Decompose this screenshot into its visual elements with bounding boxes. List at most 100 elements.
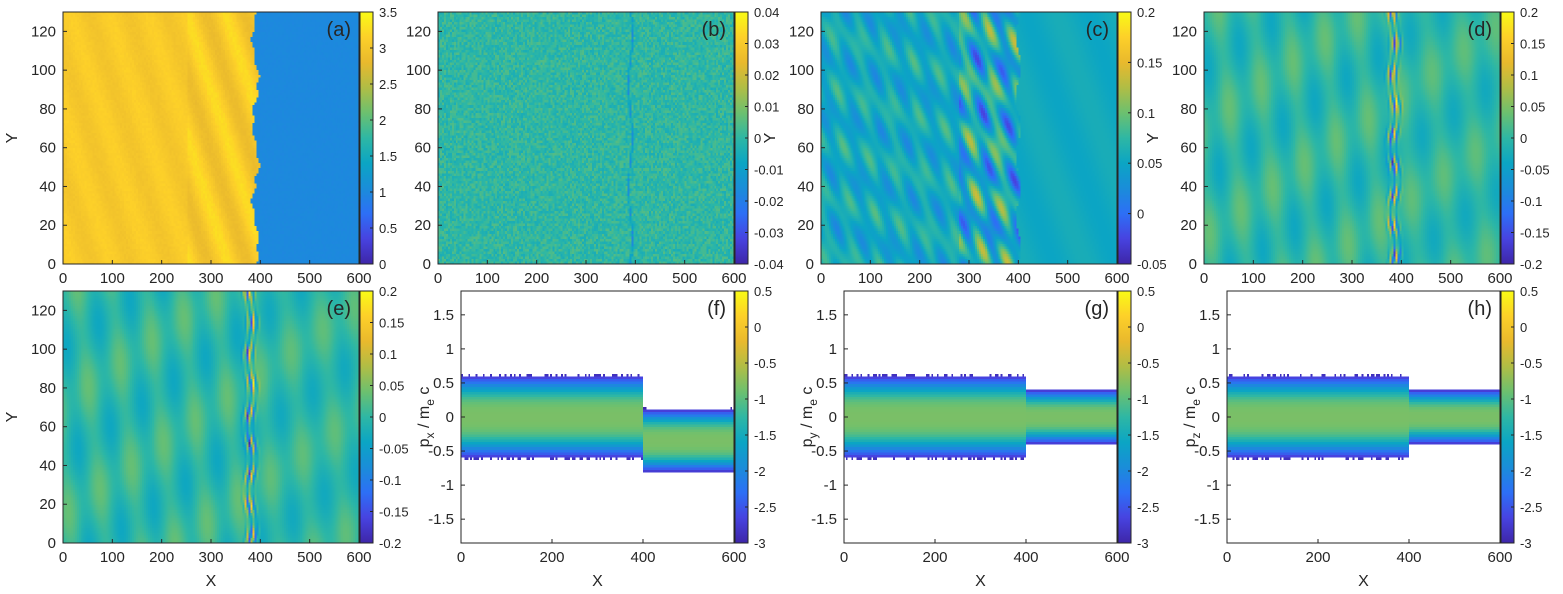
- x-tick-label: 400: [630, 549, 655, 566]
- y-axis-label: Y: [4, 411, 21, 422]
- x-tick-label: 0: [1200, 270, 1208, 287]
- colorbar-tick-label: 0.5: [1137, 284, 1155, 299]
- y-tick-label: 120: [1172, 23, 1197, 40]
- colorbar-tick-label: -0.2: [379, 536, 401, 551]
- colorbar-tick-label: -1: [1520, 392, 1532, 407]
- x-tick-label: 500: [297, 549, 322, 566]
- colorbar-f: [734, 290, 749, 544]
- colorbar-tick-label: 0.05: [1137, 156, 1162, 171]
- panel-label: (h): [1468, 298, 1492, 320]
- colorbar-tick-label: -1: [1137, 392, 1149, 407]
- y-label-part: / m: [799, 406, 816, 433]
- y-tick-label: 100: [1172, 62, 1197, 79]
- panel-label: (c): [1086, 19, 1109, 41]
- x-tick-label: 0: [817, 270, 825, 287]
- y-tick-label: 60: [414, 140, 431, 157]
- plot-image-b: [438, 12, 734, 264]
- x-tick-label: 600: [721, 270, 746, 287]
- x-tick-label: 600: [346, 270, 371, 287]
- colorbar-tick-label: 0: [379, 410, 386, 425]
- colorbar-tick-label: 0: [379, 257, 386, 272]
- y-axis-label: Y: [4, 132, 21, 143]
- x-tick-label: 0: [434, 270, 442, 287]
- x-tick-label: 0: [1223, 549, 1231, 566]
- x-tick-label: 200: [1305, 549, 1330, 566]
- colorbar-tick-label: -1.5: [754, 428, 776, 443]
- colorbar-tick-label: -2: [1520, 464, 1532, 479]
- y-tick-label: -1.5: [1194, 511, 1220, 528]
- x-tick-label: 400: [1396, 549, 1421, 566]
- colorbar-tick-label: 0.15: [1137, 55, 1162, 70]
- x-tick-label: 500: [672, 270, 697, 287]
- plot-image-h: [1227, 291, 1500, 543]
- colorbar-tick-label: -0.03: [754, 226, 784, 241]
- colorbar-tick-label: 0.5: [379, 221, 397, 236]
- plot-image-e: [63, 291, 359, 543]
- y-tick-label: 100: [406, 62, 431, 79]
- x-tick-label: 400: [1389, 270, 1414, 287]
- colorbar-tick-label: -2: [1137, 464, 1149, 479]
- plot-image-a: [63, 12, 359, 264]
- y-tick-label: 80: [414, 101, 431, 118]
- y-tick-label: -0.5: [1194, 443, 1220, 460]
- x-tick-label: 100: [858, 270, 883, 287]
- colorbar-tick-label: 0.15: [1520, 37, 1545, 52]
- x-tick-label: 100: [100, 549, 125, 566]
- y-tick-label: 120: [789, 23, 814, 40]
- y-tick-label: 0: [48, 256, 56, 273]
- colorbar-tick-label: 0.05: [379, 379, 404, 394]
- x-tick-label: 600: [1487, 549, 1512, 566]
- colorbar-tick-label: -0.15: [379, 505, 409, 520]
- plot-image-d: [1204, 12, 1500, 264]
- y-tick-label: 80: [39, 101, 56, 118]
- x-tick-label: 100: [475, 270, 500, 287]
- colorbar-tick-label: 1.5: [379, 149, 397, 164]
- y-axis-label: py / me c: [799, 387, 820, 448]
- y-tick-label: 80: [1180, 101, 1197, 118]
- colorbar-tick-label: -3: [754, 536, 766, 551]
- y-axis-label: pz / me c: [1182, 387, 1203, 448]
- y-tick-label: 0: [829, 409, 837, 426]
- colorbar-tick-label: 0.04: [754, 5, 779, 20]
- y-tick-label: -0.5: [811, 443, 837, 460]
- colorbar-tick-label: 0: [1137, 207, 1144, 222]
- x-tick-label: 300: [198, 270, 223, 287]
- y-tick-label: 60: [39, 419, 56, 436]
- colorbar-tick-label: -2.5: [1137, 500, 1159, 515]
- colorbar-tick-label: 0.01: [754, 100, 779, 115]
- y-tick-label: -1.5: [428, 511, 454, 528]
- colorbar-tick-label: -0.05: [1520, 163, 1550, 178]
- y-label-part: z: [1189, 432, 1203, 438]
- colorbar-tick-label: -0.05: [1137, 257, 1167, 272]
- y-tick-label: 100: [789, 62, 814, 79]
- y-tick-label: 20: [1180, 217, 1197, 234]
- x-tick-label: 200: [149, 549, 174, 566]
- y-tick-label: 20: [797, 217, 814, 234]
- colorbar-tick-label: -2.5: [754, 500, 776, 515]
- x-tick-label: 400: [1006, 270, 1031, 287]
- colorbar-tick-label: -0.5: [1520, 356, 1542, 371]
- y-tick-label: -1.5: [811, 511, 837, 528]
- colorbar-tick-label: 0: [1520, 320, 1527, 335]
- x-tick-label: 300: [198, 549, 223, 566]
- y-axis-label: px / me c: [416, 387, 437, 448]
- panel-label: (e): [327, 298, 351, 320]
- y-tick-label: 100: [31, 62, 56, 79]
- panel-label: (g): [1085, 298, 1109, 320]
- colorbar-tick-label: -3: [1520, 536, 1532, 551]
- y-tick-label: 0.5: [816, 375, 837, 392]
- y-label-part: e: [806, 399, 820, 406]
- y-label-part: c: [416, 387, 433, 399]
- x-tick-label: 200: [524, 270, 549, 287]
- y-tick-label: 120: [406, 23, 431, 40]
- y-tick-label: 1: [1212, 341, 1220, 358]
- x-tick-label: 600: [1104, 549, 1129, 566]
- y-label-part: c: [799, 387, 816, 399]
- colorbar-tick-label: -0.2: [1520, 257, 1542, 272]
- colorbar-tick-label: 0: [1520, 131, 1527, 146]
- colorbar-tick-label: 0.2: [1137, 5, 1155, 20]
- colorbar-tick-label: -0.01: [754, 163, 784, 178]
- y-tick-label: 0: [446, 409, 454, 426]
- y-tick-label: 0.5: [433, 375, 454, 392]
- y-tick-label: 0: [423, 256, 431, 273]
